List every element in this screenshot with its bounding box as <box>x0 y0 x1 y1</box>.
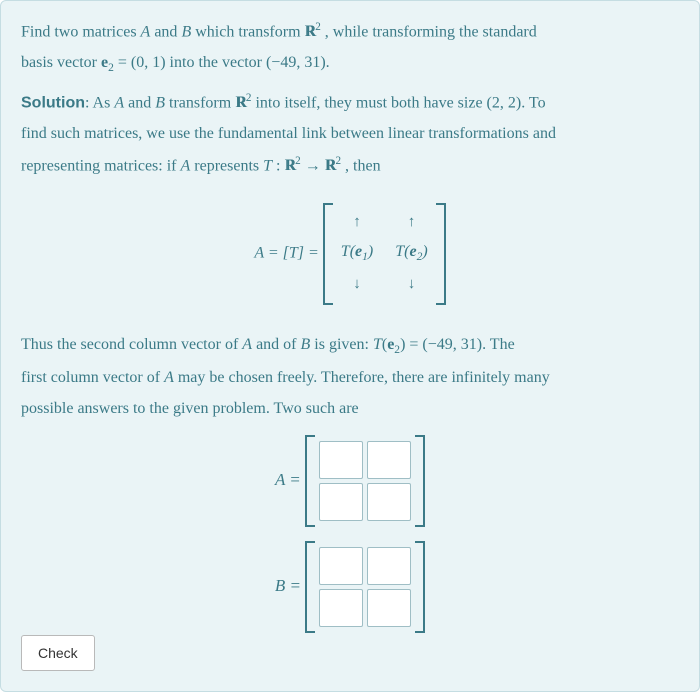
blackboard-R: R <box>235 91 246 116</box>
matrix-A-cell-22[interactable] <box>367 483 411 521</box>
left-bracket-icon <box>305 541 315 633</box>
matrix-A-cell-11[interactable] <box>319 441 363 479</box>
text: , while transforming the standard <box>321 23 537 40</box>
solution-line-3: representing matrices: if A represents T… <box>21 153 679 179</box>
explain-line-3: possible answers to the given problem. T… <box>21 397 679 422</box>
matrix-A-grid <box>315 435 415 527</box>
text: = (0, 1) <box>114 54 166 71</box>
var-T: T <box>263 157 272 174</box>
text: Thus the second column vector of <box>21 336 242 353</box>
text: . The <box>482 336 515 353</box>
text: represents <box>190 157 263 174</box>
matrix-col-1: ↑ T(e1) ↓ <box>341 211 373 297</box>
matrix-B-cell-11[interactable] <box>319 547 363 585</box>
text: and <box>150 23 181 40</box>
blackboard-R: R <box>325 154 336 179</box>
text: . <box>326 54 330 71</box>
solution-label: Solution <box>21 94 85 111</box>
matrix-B-cell-21[interactable] <box>319 589 363 627</box>
matrix-B-input <box>305 541 425 633</box>
text: into itself, they must both have size <box>251 94 486 111</box>
var-A: A <box>181 157 191 174</box>
blackboard-R: R <box>305 20 316 45</box>
e: e <box>409 243 416 260</box>
var-B: B <box>181 23 191 40</box>
matrix-B-cell-12[interactable] <box>367 547 411 585</box>
var-B: B <box>301 336 311 353</box>
var-A: A <box>242 336 252 353</box>
formula-lhs: A = [T] = <box>254 245 322 262</box>
text: : <box>272 157 284 174</box>
matrix-A-row: A = <box>21 435 679 527</box>
blackboard-R: R <box>285 154 296 179</box>
up-arrow-icon: ↑ <box>353 211 361 234</box>
text: is given: <box>310 336 373 353</box>
var-A: A <box>141 23 151 40</box>
t: T <box>373 336 382 353</box>
text: first column vector of <box>21 369 164 386</box>
text: , then <box>341 157 381 174</box>
matrix-col-2: ↑ T(e2) ↓ <box>395 211 427 297</box>
target-vector: (−49, 31) <box>266 54 326 71</box>
down-arrow-icon: ↓ <box>353 273 361 296</box>
matrix-A-cell-12[interactable] <box>367 441 411 479</box>
text: which transform <box>191 23 304 40</box>
text: and of <box>252 336 300 353</box>
text: representing matrices: if <box>21 157 181 174</box>
matrix-B-row: B = <box>21 541 679 633</box>
text: transform <box>165 94 235 111</box>
t: T <box>395 243 404 260</box>
var-A: A <box>114 94 124 111</box>
text: and <box>124 94 155 111</box>
solution-line-2: find such matrices, we use the fundament… <box>21 122 679 147</box>
matrix-A-label: A = <box>275 470 305 489</box>
text: may be chosen freely. Therefore, there a… <box>174 369 550 386</box>
problem-panel: Find two matrices A and B which transfor… <box>0 0 700 692</box>
right-bracket-icon <box>415 435 425 527</box>
T-e2: T(e2) <box>395 240 427 267</box>
text: basis vector <box>21 54 101 71</box>
var-B: B <box>155 94 165 111</box>
check-button[interactable]: Check <box>21 635 95 671</box>
problem-line-2: basis vector e2 = (0, 1) into the vector… <box>21 51 679 78</box>
T-e1: T(e1) <box>341 240 373 267</box>
text: → <box>301 157 325 174</box>
eq: = (−49, 31) <box>405 336 482 353</box>
var-A: A <box>164 369 174 386</box>
solution-line-1: Solution: As A and B transform R2 into i… <box>21 90 679 116</box>
formula-block: A = [T] = ↑ T(e1) ↓ ↑ T(e2) ↓ <box>21 203 679 305</box>
size: (2, 2) <box>487 94 522 111</box>
text: into the vector <box>166 54 266 71</box>
text: : As <box>85 94 114 111</box>
p: ) <box>368 243 373 260</box>
left-bracket-icon <box>305 435 315 527</box>
matrix-B-grid <box>315 541 415 633</box>
explain-line-1: Thus the second column vector of A and o… <box>21 333 679 360</box>
up-arrow-icon: ↑ <box>408 211 416 234</box>
text: Find two matrices <box>21 23 141 40</box>
problem-line-1: Find two matrices A and B which transfor… <box>21 19 679 45</box>
matrix-columns: ↑ T(e1) ↓ ↑ T(e2) ↓ <box>333 203 436 305</box>
left-bracket-icon <box>323 203 333 305</box>
explain-line-2: first column vector of A may be chosen f… <box>21 366 679 391</box>
down-arrow-icon: ↓ <box>408 273 416 296</box>
matrix-B-label: B = <box>275 576 305 595</box>
matrix-display: ↑ T(e1) ↓ ↑ T(e2) ↓ <box>323 203 446 305</box>
matrix-B-cell-22[interactable] <box>367 589 411 627</box>
matrix-A-cell-21[interactable] <box>319 483 363 521</box>
right-bracket-icon <box>415 541 425 633</box>
matrix-A-input <box>305 435 425 527</box>
t: T <box>341 243 350 260</box>
right-bracket-icon <box>436 203 446 305</box>
text: . To <box>521 94 545 111</box>
p: ) <box>422 243 427 260</box>
